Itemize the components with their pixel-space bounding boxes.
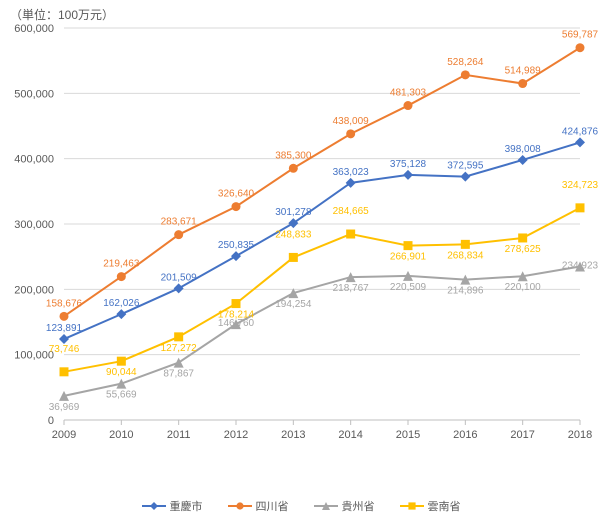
svg-text:569,787: 569,787 bbox=[562, 30, 599, 41]
legend-label: 雲南省 bbox=[428, 498, 461, 514]
svg-text:2010: 2010 bbox=[109, 429, 133, 441]
svg-text:424,876: 424,876 bbox=[562, 126, 599, 137]
legend-label: 貴州省 bbox=[342, 498, 375, 514]
svg-text:326,640: 326,640 bbox=[218, 189, 255, 200]
svg-text:127,272: 127,272 bbox=[161, 343, 198, 354]
svg-text:220,100: 220,100 bbox=[505, 282, 542, 293]
svg-text:0: 0 bbox=[48, 415, 54, 427]
svg-text:2018: 2018 bbox=[568, 429, 592, 441]
svg-text:2016: 2016 bbox=[453, 429, 477, 441]
plot-area: 0100,000200,000300,000400,000500,000600,… bbox=[60, 22, 590, 462]
svg-text:514,989: 514,989 bbox=[505, 66, 542, 77]
svg-text:385,300: 385,300 bbox=[275, 150, 312, 161]
svg-text:268,834: 268,834 bbox=[447, 250, 484, 261]
svg-text:2009: 2009 bbox=[52, 429, 76, 441]
svg-text:234,923: 234,923 bbox=[562, 261, 599, 272]
svg-text:220,509: 220,509 bbox=[390, 282, 427, 293]
unit-label: （単位：100万元） bbox=[10, 6, 114, 23]
svg-text:178,214: 178,214 bbox=[218, 310, 255, 321]
svg-text:400,000: 400,000 bbox=[14, 154, 54, 166]
svg-text:218,767: 218,767 bbox=[333, 283, 370, 294]
svg-text:375,128: 375,128 bbox=[390, 159, 427, 170]
legend-label: 重慶市 bbox=[170, 498, 203, 514]
legend-item: 重慶市 bbox=[142, 498, 203, 514]
svg-text:481,303: 481,303 bbox=[390, 88, 427, 99]
legend-item: 雲南省 bbox=[400, 498, 461, 514]
chart-svg: 0100,000200,000300,000400,000500,000600,… bbox=[60, 22, 590, 462]
svg-text:201,509: 201,509 bbox=[161, 272, 198, 283]
svg-text:194,254: 194,254 bbox=[275, 299, 312, 310]
svg-text:36,969: 36,969 bbox=[49, 402, 80, 413]
svg-text:528,264: 528,264 bbox=[447, 57, 484, 68]
svg-text:2014: 2014 bbox=[338, 429, 362, 441]
svg-text:500,000: 500,000 bbox=[14, 88, 54, 100]
chart-container: （単位：100万元） 0100,000200,000300,000400,000… bbox=[0, 0, 602, 518]
svg-text:90,044: 90,044 bbox=[106, 367, 137, 378]
svg-text:250,835: 250,835 bbox=[218, 240, 255, 251]
legend-item: 四川省 bbox=[228, 498, 289, 514]
svg-text:278,625: 278,625 bbox=[505, 244, 542, 255]
svg-text:87,867: 87,867 bbox=[163, 369, 194, 380]
svg-text:158,676: 158,676 bbox=[46, 298, 83, 309]
svg-text:300,000: 300,000 bbox=[14, 219, 54, 231]
svg-text:214,896: 214,896 bbox=[447, 286, 484, 297]
svg-text:600,000: 600,000 bbox=[14, 23, 54, 35]
svg-text:324,723: 324,723 bbox=[562, 180, 599, 191]
legend: 重慶市 四川省 貴州省 雲南省 bbox=[0, 498, 602, 514]
svg-text:2012: 2012 bbox=[224, 429, 248, 441]
svg-text:372,595: 372,595 bbox=[447, 161, 484, 172]
legend-label: 四川省 bbox=[256, 498, 289, 514]
svg-text:162,026: 162,026 bbox=[103, 298, 140, 309]
svg-text:200,000: 200,000 bbox=[14, 284, 54, 296]
svg-text:55,669: 55,669 bbox=[106, 390, 137, 401]
svg-text:2011: 2011 bbox=[167, 429, 191, 441]
svg-text:266,901: 266,901 bbox=[390, 252, 427, 263]
legend-item: 貴州省 bbox=[314, 498, 375, 514]
svg-text:2017: 2017 bbox=[510, 429, 534, 441]
svg-text:438,009: 438,009 bbox=[333, 116, 370, 127]
svg-text:284,665: 284,665 bbox=[333, 206, 370, 217]
svg-text:398,008: 398,008 bbox=[505, 144, 542, 155]
svg-text:283,671: 283,671 bbox=[161, 217, 198, 228]
svg-text:301,278: 301,278 bbox=[275, 207, 312, 218]
svg-text:73,746: 73,746 bbox=[49, 344, 80, 355]
svg-text:2015: 2015 bbox=[396, 429, 420, 441]
svg-text:248,833: 248,833 bbox=[275, 229, 312, 240]
svg-text:363,023: 363,023 bbox=[333, 167, 370, 178]
svg-text:123,891: 123,891 bbox=[46, 323, 83, 334]
svg-text:2013: 2013 bbox=[281, 429, 305, 441]
svg-text:219,463: 219,463 bbox=[103, 259, 140, 270]
